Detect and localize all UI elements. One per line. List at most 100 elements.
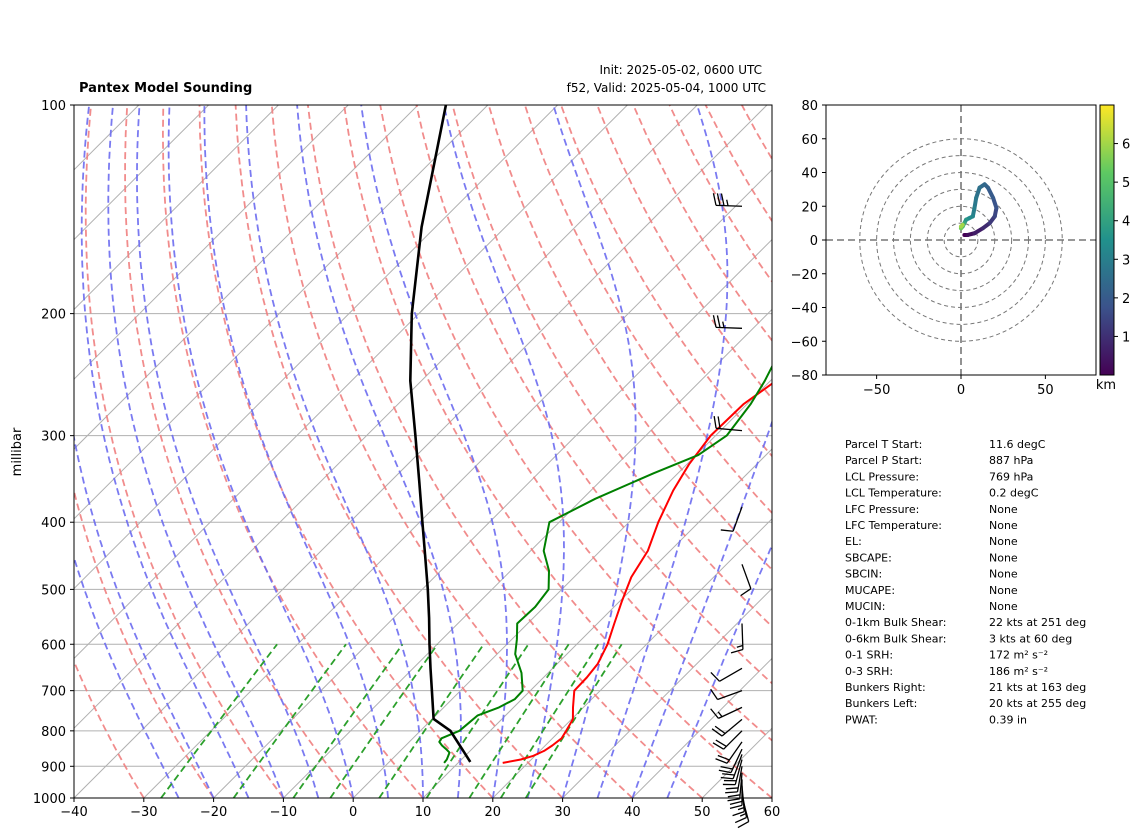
dry-adiabat xyxy=(84,105,285,798)
wind-barb xyxy=(712,193,743,207)
param-value: 887 hPa xyxy=(989,454,1033,467)
dry-adiabat xyxy=(74,487,215,798)
wind-barbs xyxy=(710,193,752,829)
y-tick-label: 100 xyxy=(41,99,66,114)
y-tick-label: 400 xyxy=(41,516,66,531)
mixing-ratio-line xyxy=(292,643,404,798)
wind-barb xyxy=(713,416,743,432)
dry-adiabat xyxy=(668,105,772,284)
param-label: 0-3 SRH: xyxy=(845,665,893,678)
isotherm xyxy=(771,797,772,798)
isotherm xyxy=(632,657,772,798)
param-label: Bunkers Left: xyxy=(845,697,917,710)
moist-adiabat xyxy=(167,105,355,798)
barb-flag xyxy=(727,798,740,802)
barb-staff xyxy=(741,796,750,822)
dry-adiabat xyxy=(814,105,1142,798)
barb-flag xyxy=(710,688,719,700)
param-label: 0-6km Bulk Shear: xyxy=(845,632,947,645)
param-label: 0-1km Bulk Shear: xyxy=(845,616,947,629)
dry-adiabat xyxy=(415,105,772,685)
dry-adiabat xyxy=(560,105,772,458)
param-value: 3 kts at 60 deg xyxy=(989,632,1072,645)
barb-flag xyxy=(710,672,720,682)
wind-barb xyxy=(737,796,750,829)
hodo-y-tick-label: 80 xyxy=(801,99,818,114)
mixing-ratio-line xyxy=(329,643,439,798)
isotherm xyxy=(74,105,279,311)
barb-staff xyxy=(715,204,743,207)
hodo-x-tick-label: 0 xyxy=(957,383,965,398)
isotherm xyxy=(422,448,772,798)
hodograph-ring xyxy=(909,188,1013,292)
barb-staff xyxy=(730,748,743,773)
barb-flag xyxy=(725,791,738,794)
x-tick-label: 20 xyxy=(485,805,502,820)
param-value: None xyxy=(989,535,1018,548)
wind-barb xyxy=(710,706,743,719)
barb-staff xyxy=(718,706,743,719)
y-tick-label: 200 xyxy=(41,308,66,323)
colorbar-label: km xyxy=(1096,378,1116,393)
barb-flag xyxy=(729,804,743,810)
mixing-ratio-line xyxy=(232,643,347,798)
colorbar-tick-label: 5 xyxy=(1122,176,1130,191)
barb-staff xyxy=(715,326,743,329)
param-value: 186 m² s⁻² xyxy=(989,665,1048,678)
barb-flag xyxy=(732,811,745,817)
x-tick-label: −30 xyxy=(130,805,157,820)
barb-staff xyxy=(717,690,743,701)
colorbar-tick-label: 6 xyxy=(1122,138,1130,153)
param-label: SBCIN: xyxy=(845,568,882,581)
wind-barb xyxy=(730,623,744,654)
wind-barb xyxy=(720,754,743,780)
barb-flag xyxy=(712,315,717,328)
isotherm xyxy=(74,105,209,241)
barb-flag xyxy=(729,800,743,806)
barb-flag xyxy=(713,416,717,429)
dry-adiabat xyxy=(74,658,145,798)
hodo-y-tick-label: 40 xyxy=(801,167,818,182)
wind-barb xyxy=(712,730,743,750)
isotherm xyxy=(74,105,558,590)
mixing-ratio-line xyxy=(378,643,485,798)
param-value: None xyxy=(989,503,1018,516)
barb-half-flag xyxy=(726,199,729,206)
hodo-y-tick-label: −20 xyxy=(791,268,818,283)
param-label: 0-1 SRH: xyxy=(845,649,893,662)
y-tick-label: 500 xyxy=(41,583,66,598)
barb-half-flag xyxy=(722,321,725,328)
isotherm xyxy=(701,727,772,798)
param-value: None xyxy=(989,600,1018,613)
isotherm xyxy=(143,169,772,798)
skew-t-plot: −40 −30 −20 −10 0 10 20 30 40 50 60100200300400500… xyxy=(10,99,1142,820)
barb-flag xyxy=(720,193,725,206)
init-time: Init: 2025-05-02, 0600 UTC xyxy=(599,63,762,77)
barb-staff xyxy=(734,759,743,785)
dry-adiabat xyxy=(379,105,772,742)
param-value: 22 kts at 251 deg xyxy=(989,616,1086,629)
barb-flag xyxy=(710,708,719,719)
valid-time: f52, Valid: 2025-05-04, 1000 UTC xyxy=(567,81,766,95)
moist-adiabat xyxy=(245,105,424,798)
param-label: PWAT: xyxy=(845,713,878,726)
mixing-ratio-line xyxy=(500,643,600,798)
hodograph-ring xyxy=(943,222,979,258)
barb-flag xyxy=(717,754,730,761)
barb-flag xyxy=(716,315,721,328)
x-tick-label: 40 xyxy=(624,805,641,820)
hodo-y-tick-label: 60 xyxy=(801,133,818,148)
isotherm xyxy=(74,105,698,729)
x-tick-label: −20 xyxy=(200,805,227,820)
barb-staff xyxy=(723,730,743,750)
x-tick-label: 30 xyxy=(554,805,571,820)
wind-barb xyxy=(710,667,743,682)
param-value: 0.39 in xyxy=(989,713,1027,726)
dry-adiabat xyxy=(778,105,1142,798)
hodo-y-tick-label: −40 xyxy=(791,302,818,317)
dry-adiabat xyxy=(487,105,772,571)
barb-flag xyxy=(730,648,744,654)
barb-flag xyxy=(734,816,747,824)
wind-barb xyxy=(718,748,743,774)
